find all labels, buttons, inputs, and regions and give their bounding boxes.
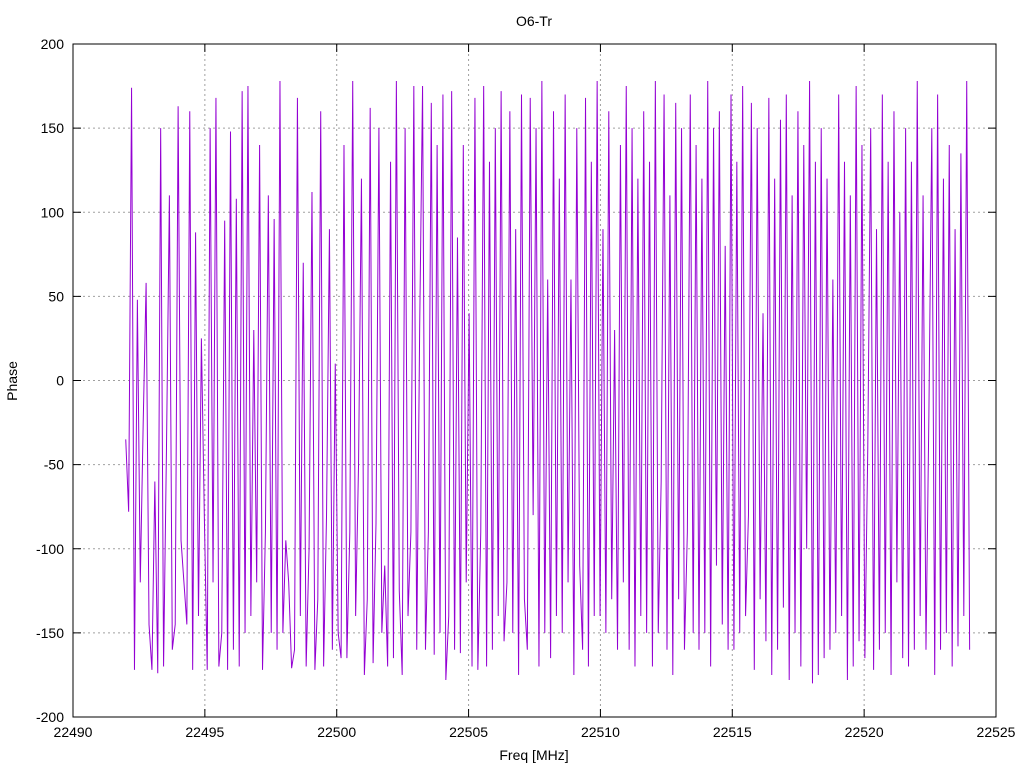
y-axis-label: Phase: [4, 361, 20, 401]
plot-area: [125, 81, 971, 684]
y-tick-label: 0: [56, 373, 64, 389]
x-tick-label: 22505: [449, 724, 488, 740]
x-tick-label: 22500: [317, 724, 356, 740]
y-tick-label: -50: [44, 457, 64, 473]
y-tick-label: 50: [48, 288, 64, 304]
y-tick-label: 200: [41, 36, 65, 52]
y-tick-label: -100: [36, 541, 64, 557]
x-tick-label: 22520: [845, 724, 884, 740]
x-tick-label: 22490: [54, 724, 93, 740]
x-tick-label: 22510: [581, 724, 620, 740]
chart-title: O6-Tr: [516, 13, 552, 29]
x-tick-label: 22495: [185, 724, 224, 740]
phase-series-line: [125, 81, 971, 684]
x-tick-label: 22525: [977, 724, 1016, 740]
axis-ticks: 22490 22495 22500 22505 22510 22515 22520 22525…: [36, 36, 1016, 740]
y-tick-label: -200: [36, 709, 64, 725]
x-tick-label: 22515: [713, 724, 752, 740]
y-tick-label: 100: [41, 204, 65, 220]
y-tick-label: -150: [36, 625, 64, 641]
x-axis-label: Freq [MHz]: [499, 747, 568, 763]
y-tick-label: 150: [41, 120, 65, 136]
